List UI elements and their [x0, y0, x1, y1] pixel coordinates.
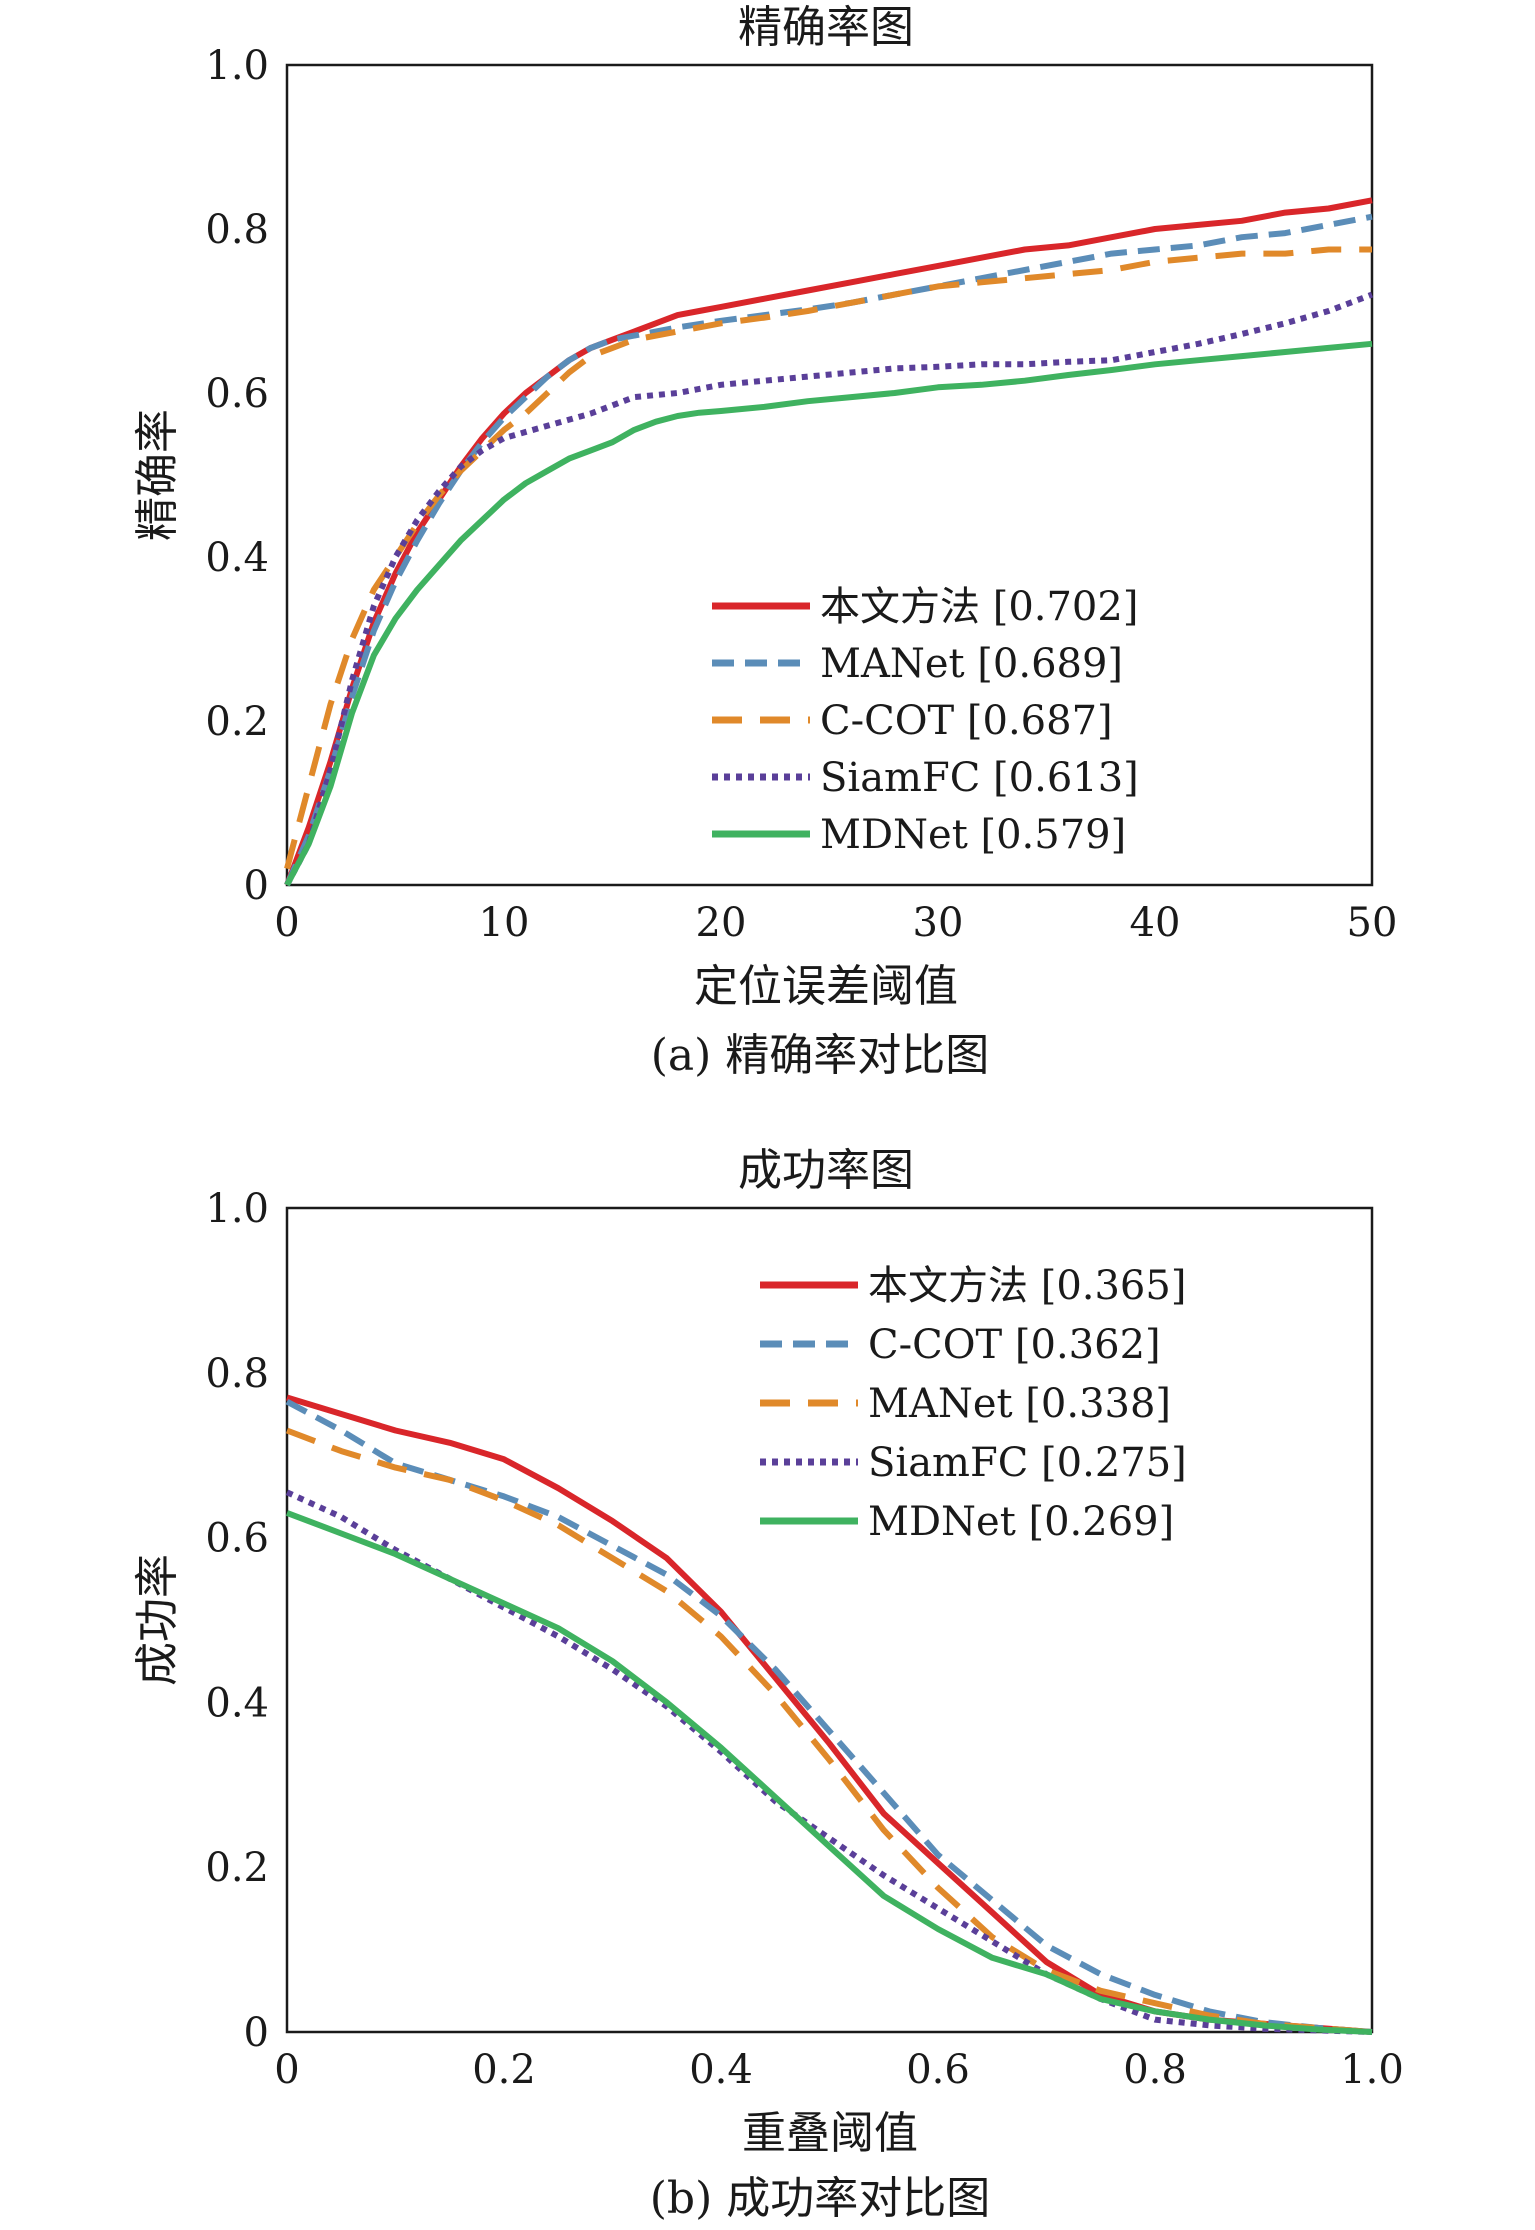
chart-b-series-line-0 — [286, 1394, 1373, 2035]
chart-a-y-tick-label: 1.0 — [205, 43, 269, 89]
chart-a-x-axis-label: 定位误差阈值 — [694, 961, 958, 1012]
chart-b-x-tick-labels: 0 0.2 0.4 0.6 0.8 1.0 — [274, 2047, 1404, 2093]
chart-a-y-tick-label: 0.8 — [205, 207, 269, 253]
chart-b-legend-label-1: C-COT [0.362] — [868, 1322, 1161, 1368]
chart-b-legend-label-2: MANet [0.338] — [868, 1381, 1171, 1427]
chart-b-group: 成功率图 0 0.2 0.4 0.6 0.8 1.0 0 0.2 0.4 0.6 0.8 1.0 成… — [132, 1145, 1404, 2224]
chart-b-caption: (b) 成功率对比图 — [650, 2173, 990, 2224]
chart-a-legend-label-2: C-COT [0.687] — [820, 698, 1113, 744]
chart-a-x-tick-label: 50 — [1347, 900, 1398, 946]
chart-b-x-tick-label: 0.2 — [472, 2047, 536, 2093]
chart-b-y-tick-label: 1.0 — [205, 1186, 269, 1232]
chart-b-x-tick-label: 0 — [274, 2047, 299, 2093]
chart-a-series-lines — [284, 197, 1374, 887]
chart-a-series-line-4 — [284, 340, 1373, 887]
chart-b-y-tick-label: 0.2 — [205, 1845, 269, 1891]
chart-b-legend-label-0: 本文方法 [0.365] — [868, 1263, 1186, 1309]
chart-b-title: 成功率图 — [738, 1145, 914, 1196]
chart-a-y-tick-label: 0.2 — [205, 699, 269, 745]
chart-b-x-tick-label: 0.8 — [1123, 2047, 1187, 2093]
chart-b-x-tick-label: 0.4 — [689, 2047, 753, 2093]
chart-a-y-tick-label: 0 — [244, 863, 269, 909]
chart-a-y-tick-label: 0.6 — [205, 371, 269, 417]
chart-a-y-tick-label: 0.4 — [205, 535, 269, 581]
chart-a-y-tick-labels: 0 0.2 0.4 0.6 0.8 1.0 — [205, 43, 269, 909]
chart-a-legend: 本文方法 [0.702] MANet [0.689] C-COT [0.687] Si… — [712, 584, 1139, 858]
chart-a-series-line-0 — [284, 197, 1373, 887]
chart-a-x-tick-label: 10 — [479, 900, 530, 946]
chart-a-y-axis-label: 精确率 — [132, 409, 183, 541]
chart-b-legend: 本文方法 [0.365] C-COT [0.362] MANet [0.338] Si… — [760, 1263, 1187, 1545]
chart-a-legend-label-3: SiamFC [0.613] — [820, 755, 1139, 801]
chart-b-x-tick-label: 0.6 — [906, 2047, 970, 2093]
chart-b-legend-label-3: SiamFC [0.275] — [868, 1440, 1187, 1486]
chart-b-y-tick-labels: 0 0.2 0.4 0.6 0.8 1.0 — [205, 1186, 269, 2056]
chart-a-x-tick-label: 30 — [913, 900, 964, 946]
chart-b-y-tick-label: 0.8 — [205, 1351, 269, 1397]
chart-a-plot-frame — [285, 63, 1374, 887]
chart-b-y-tick-label: 0.4 — [205, 1680, 269, 1726]
chart-b-plot-frame — [285, 1206, 1374, 2034]
chart-a-x-tick-label: 20 — [696, 900, 747, 946]
chart-b-legend-label-4: MDNet [0.269] — [868, 1499, 1174, 1545]
chart-a-series-line-2 — [284, 246, 1372, 870]
chart-a-x-tick-label: 40 — [1130, 900, 1181, 946]
chart-b-y-tick-label: 0 — [244, 2010, 269, 2056]
chart-a-series-line-3 — [284, 291, 1374, 887]
chart-a-caption: (a) 精确率对比图 — [651, 1030, 990, 1081]
chart-b-x-tick-label: 1.0 — [1340, 2047, 1404, 2093]
chart-a-legend-label-4: MDNet [0.579] — [820, 812, 1126, 858]
chart-b-series-lines — [285, 1394, 1373, 2035]
chart-a-group: 精确率图 0 0.2 0.4 0.6 0.8 1.0 0 10 20 30 40 50 精确率 定位… — [132, 2, 1397, 1081]
chart-a-x-tick-label: 0 — [274, 900, 299, 946]
chart-a-series-line-1 — [284, 213, 1373, 887]
chart-b-series-line-4 — [285, 1510, 1373, 2035]
chart-a-legend-label-0: 本文方法 [0.702] — [820, 584, 1138, 630]
chart-b-series-line-1 — [285, 1398, 1373, 2035]
chart-a-x-tick-labels: 0 10 20 30 40 50 — [274, 900, 1397, 946]
chart-b-x-axis-label: 重叠阈值 — [742, 2108, 918, 2159]
chart-a-legend-label-1: MANet [0.689] — [820, 641, 1123, 687]
chart-b-y-tick-label: 0.6 — [205, 1516, 269, 1562]
chart-a-title: 精确率图 — [738, 2, 914, 53]
chart-b-series-line-2 — [285, 1427, 1373, 2035]
chart-b-y-axis-label: 成功率 — [132, 1554, 183, 1686]
